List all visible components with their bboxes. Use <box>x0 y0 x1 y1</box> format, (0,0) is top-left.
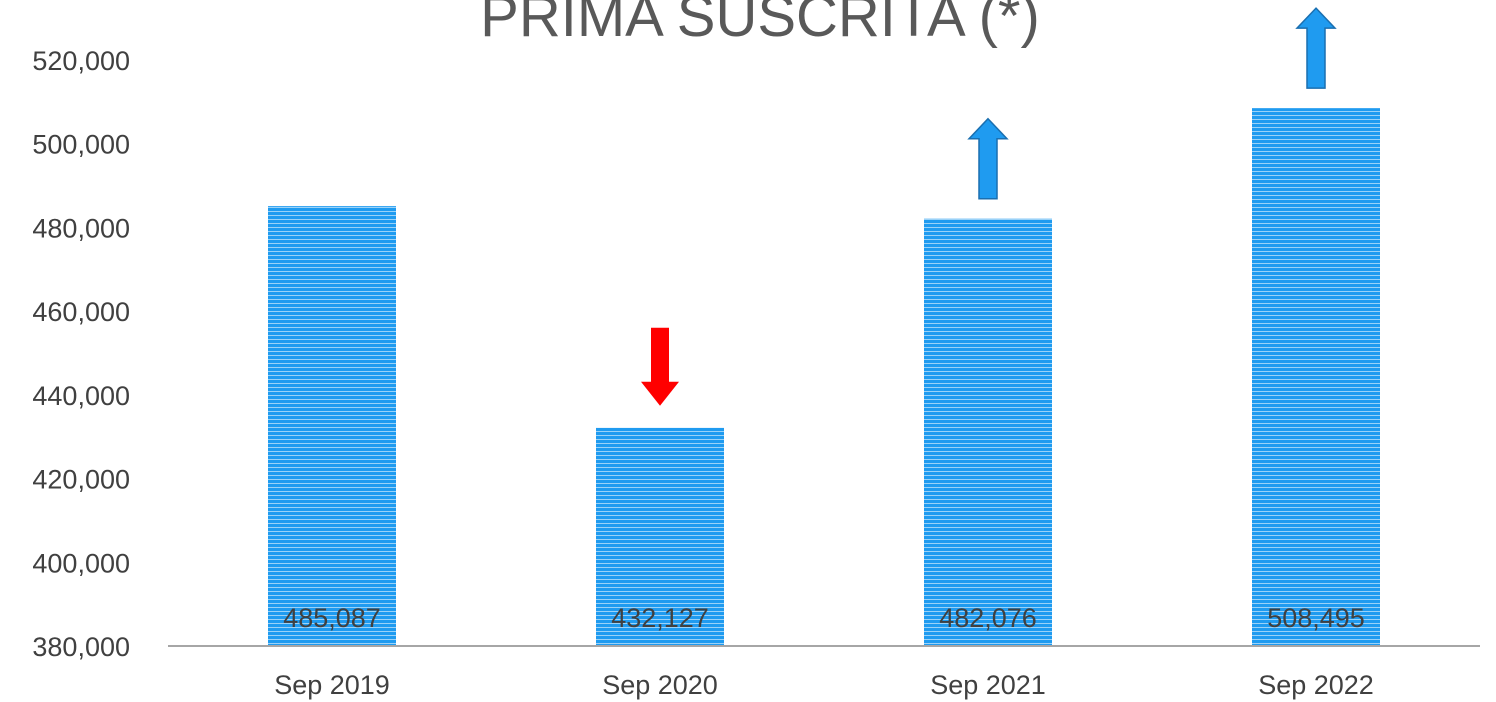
bars <box>268 108 1380 647</box>
y-tick-label: 520,000 <box>32 46 130 76</box>
bar <box>924 218 1052 647</box>
y-tick-label: 460,000 <box>32 297 130 327</box>
x-tick-label: Sep 2020 <box>602 670 718 700</box>
data-label: 432,127 <box>611 603 709 633</box>
y-tick-label: 380,000 <box>32 632 130 662</box>
bar <box>596 427 724 646</box>
arrow-down-icon <box>641 327 679 406</box>
x-tick-label: Sep 2022 <box>1258 670 1374 700</box>
data-label: 482,076 <box>939 603 1037 633</box>
x-tick-label: Sep 2019 <box>274 670 390 700</box>
y-tick-label: 480,000 <box>32 213 130 243</box>
arrow-up-icon <box>967 117 1009 200</box>
y-tick-label: 420,000 <box>32 465 130 495</box>
y-tick-label: 500,000 <box>32 130 130 160</box>
bar <box>268 206 396 646</box>
chart-title: PRIMA SUSCRITA (*) <box>480 0 1040 49</box>
y-tick-label: 440,000 <box>32 381 130 411</box>
data-labels: 485,087 432,127 482,076 508,495 <box>283 603 1365 633</box>
trend-arrows <box>641 7 1337 406</box>
y-axis: 380,000 400,000 420,000 440,000 460,000 480,0… <box>32 46 130 662</box>
x-tick-label: Sep 2021 <box>930 670 1046 700</box>
bar <box>1252 108 1380 647</box>
arrow-up-icon <box>1295 7 1337 89</box>
data-label: 485,087 <box>283 603 381 633</box>
y-tick-label: 400,000 <box>32 548 130 578</box>
data-label: 508,495 <box>1267 603 1365 633</box>
x-axis: Sep 2019 Sep 2020 Sep 2021 Sep 2022 <box>274 670 1374 700</box>
